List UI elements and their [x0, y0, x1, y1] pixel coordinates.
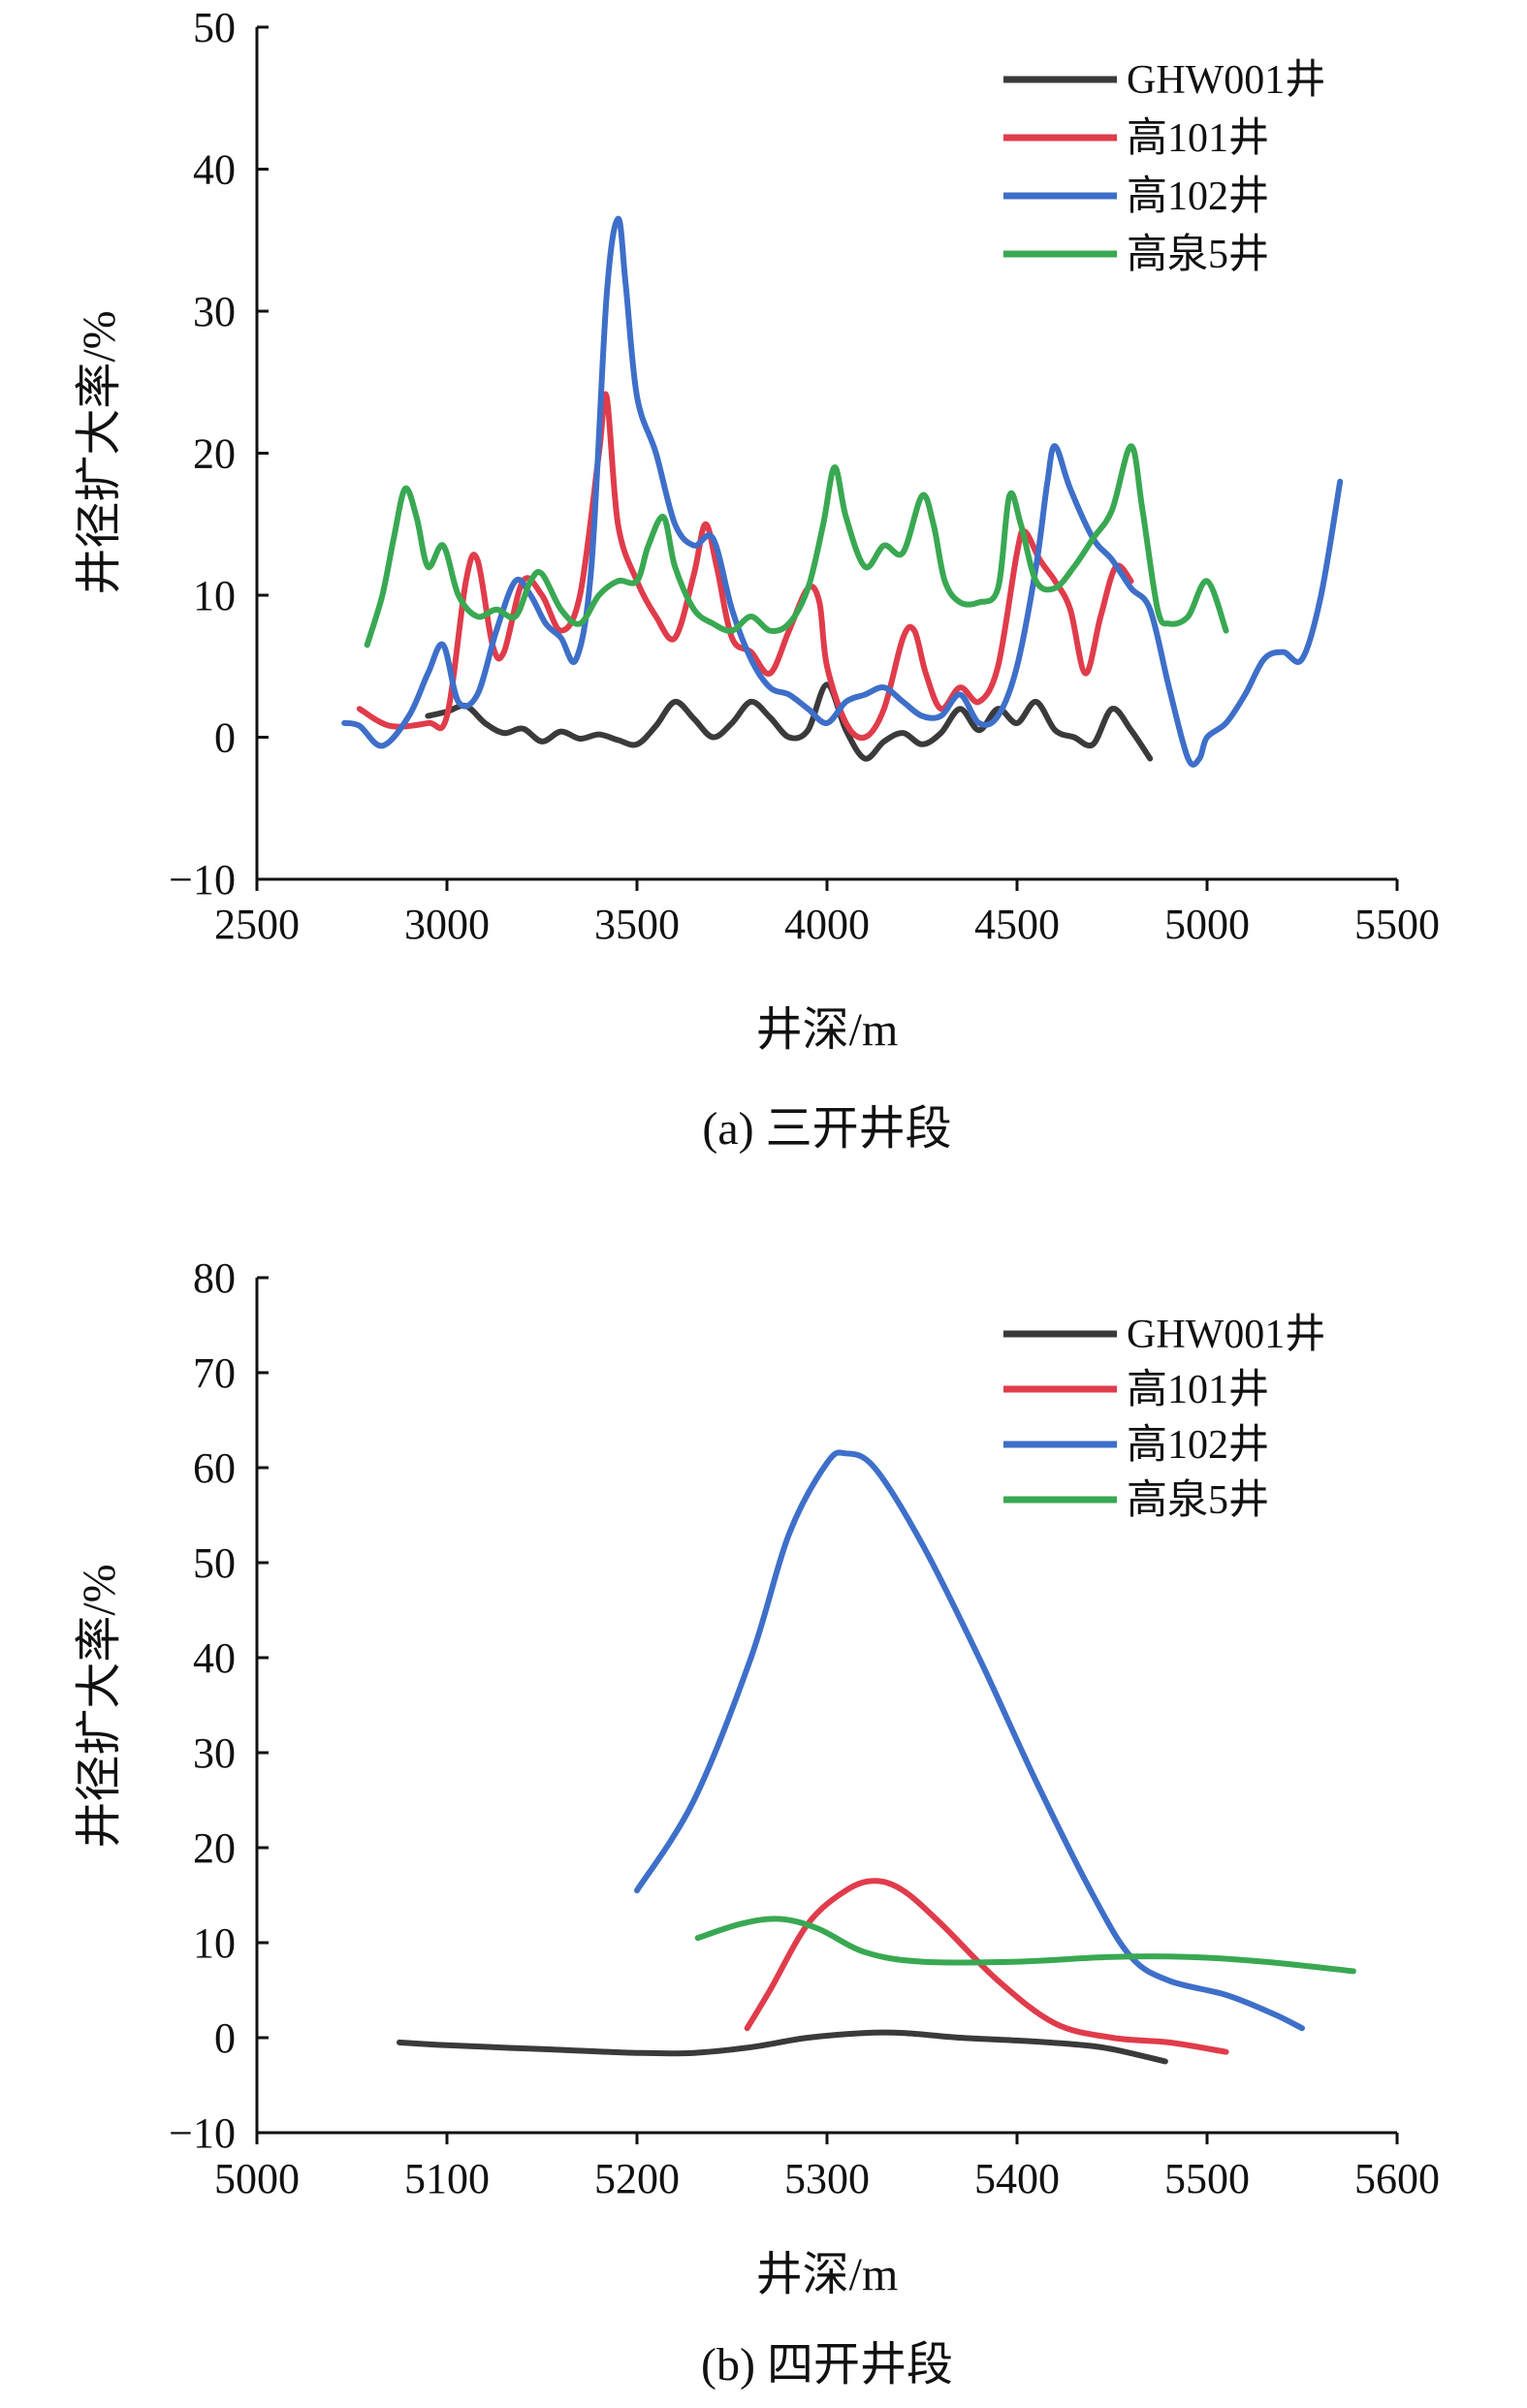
- chart-b-x-axis-label: 井深/m: [756, 2249, 899, 2300]
- chart-a-y-tick-label: 50: [193, 4, 236, 51]
- chart-a-series-line-2: [356, 391, 1134, 742]
- chart-a-x-tick-label: 4500: [974, 901, 1060, 948]
- chart-b-x-tick-label: 5500: [1164, 2155, 1250, 2202]
- chart-b-y-tick-label: 10: [193, 1919, 236, 1967]
- chart-b-series-line-2: [744, 1878, 1229, 2055]
- chart-b-series-line-4: [694, 1916, 1356, 1975]
- chart-a-x-axis-label: 井深/m: [756, 1004, 899, 1056]
- chart-b-y-tick-label: 70: [193, 1349, 236, 1397]
- chart-a-y-tick-label: 10: [193, 572, 236, 619]
- chart-a-x-tick-label: 3000: [404, 901, 490, 948]
- chart-a-caption: (a) 三开井段: [702, 1103, 951, 1155]
- chart-a-y-tick-label: −10: [169, 856, 236, 903]
- chart-a-y-tick-label: 40: [193, 146, 236, 194]
- chart-a-y-tick-label: 0: [214, 714, 236, 762]
- chart-b-series-line-3: [634, 1449, 1305, 2032]
- chart-a-legend-label: 高泉5井: [1127, 233, 1269, 277]
- chart-b-caption: (b) 四开井段: [701, 2339, 953, 2391]
- chart-b-y-tick-label: 40: [193, 1634, 236, 1682]
- chart-b-legend-label: 高泉5井: [1127, 1478, 1269, 1523]
- chart-a-series-line-1: [425, 681, 1154, 762]
- chart-b-y-tick-label: 30: [193, 1729, 236, 1777]
- chart-a-series-line-4: [364, 443, 1229, 649]
- chart-b-series: [397, 1449, 1356, 2065]
- chart-a-x-tick-label: 5500: [1354, 901, 1440, 948]
- chart-a-y-tick-label: 20: [193, 430, 236, 478]
- chart-a-x-tick-label: 5000: [1164, 901, 1250, 948]
- chart-b-x-tick-label: 5200: [594, 2155, 680, 2202]
- chart-b-legend-label: 高101井: [1127, 1368, 1269, 1412]
- chart-b-y-tick-label: 20: [193, 1824, 236, 1872]
- chart-a-x-tick-label: 4000: [784, 901, 870, 948]
- chart-b-y-tick-label: 50: [193, 1539, 236, 1587]
- chart-a-y-ticks: −10 0 10 20 30 40 50: [169, 4, 269, 903]
- chart-b-y-ticks: −10 0 10 20 30 40 50 60 70 80: [169, 1254, 269, 2157]
- chart-b-y-tick-label: 0: [214, 2014, 236, 2062]
- chart-b: 5000 5100 5200 5300 5400 5500 5600 −10 0 10 20 30 4…: [74, 1254, 1440, 2391]
- chart-a-legend-label: 高101井: [1127, 116, 1269, 161]
- chart-b-x-tick-label: 5100: [404, 2155, 490, 2202]
- chart-b-y-tick-label: 60: [193, 1444, 236, 1492]
- chart-b-x-tick-label: 5600: [1354, 2155, 1440, 2202]
- chart-a: 2500 3000 3500 4000 4500 5000 5500 −10 0 10 20 30 4…: [74, 4, 1440, 1155]
- chart-b-y-tick-label: −10: [169, 2109, 236, 2157]
- chart-a-series: [341, 215, 1344, 768]
- chart-b-legend-label: GHW001井: [1127, 1313, 1325, 1357]
- chart-a-x-tick-label: 3500: [594, 901, 680, 948]
- chart-b-x-ticks: 5000 5100 5200 5300 5400 5500 5600: [214, 2133, 1440, 2202]
- chart-b-x-tick-label: 5400: [974, 2155, 1060, 2202]
- chart-a-x-ticks: 2500 3000 3500 4000 4500 5000 5500: [214, 879, 1440, 948]
- chart-b-x-tick-label: 5300: [784, 2155, 870, 2202]
- chart-a-y-tick-label: 30: [193, 288, 236, 335]
- chart-a-legend-label: 高102井: [1127, 174, 1269, 219]
- chart-a-x-tick-label: 2500: [214, 901, 300, 948]
- chart-b-y-tick-label: 80: [193, 1254, 236, 1302]
- chart-a-legend-label: GHW001井: [1127, 58, 1325, 103]
- chart-a-series-line-3: [341, 215, 1344, 768]
- chart-b-y-axis-label: 井径扩大率/%: [74, 1564, 125, 1848]
- chart-b-series-line-1: [397, 2029, 1168, 2065]
- chart-b-legend-label: 高102井: [1127, 1423, 1269, 1468]
- chart-a-y-axis-label: 井径扩大率/%: [74, 310, 125, 594]
- chart-b-x-tick-label: 5000: [214, 2155, 300, 2202]
